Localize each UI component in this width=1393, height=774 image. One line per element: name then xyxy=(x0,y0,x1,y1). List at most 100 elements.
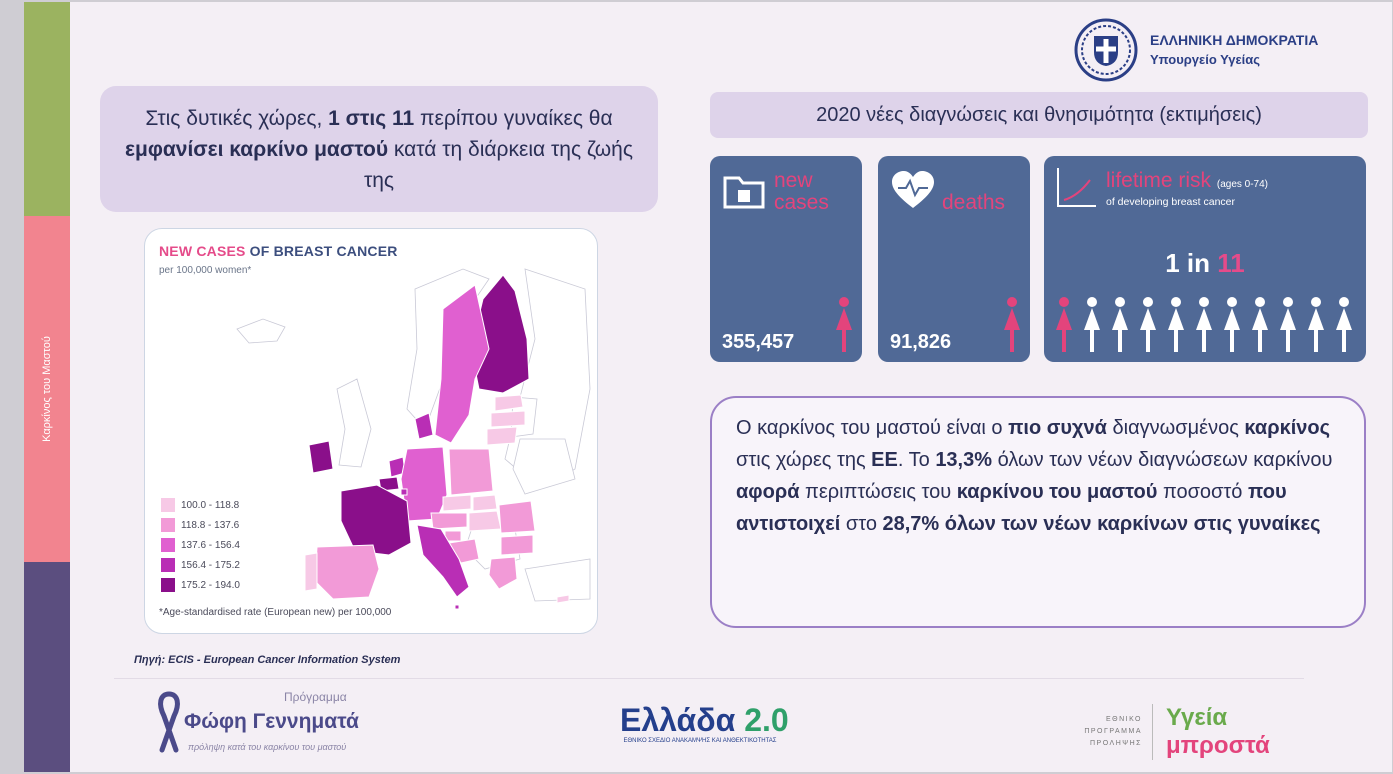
legend-item: 137.6 - 156.4 xyxy=(161,535,240,555)
legend-swatch xyxy=(161,578,175,592)
stat-card-new-cases: new cases 355,457 xyxy=(710,156,862,362)
stat-card-lifetime-risk: lifetime risk (ages 0-74) of developing … xyxy=(1044,156,1366,362)
fact-bold-4: 13,3% xyxy=(935,449,993,471)
legend-label: 100.0 - 118.8 xyxy=(181,499,240,511)
greek-emblem-icon xyxy=(1074,18,1138,82)
female-figure-icon xyxy=(1168,297,1184,352)
fact-text-5: όλων των νέων διαγνώσεων καρκίνου xyxy=(992,449,1333,471)
map-subtitle: per 100,000 women* xyxy=(159,265,252,276)
fact-text-6: περιπτώσεις του xyxy=(799,481,957,503)
fact-bold-2: καρκίνος xyxy=(1244,417,1331,439)
intro-text-2: περίπου γυναίκες θα xyxy=(414,106,613,130)
risk-ages: (ages 0-74) xyxy=(1216,179,1268,190)
female-figure-icon xyxy=(836,297,852,352)
ministry-header: ΕΛΛΗΝΙΚΗ ΔΗΜΟΚΡΑΤΙΑ Υπουργείο Υγείας xyxy=(1074,18,1318,82)
region-greece xyxy=(488,556,518,590)
region-denmark xyxy=(414,412,434,440)
fact-text-1: Ο καρκίνος του μαστού είναι ο xyxy=(736,417,1009,439)
risk-ratio-eleven: 11 xyxy=(1217,248,1245,278)
region-spain xyxy=(314,544,380,600)
europe-map xyxy=(236,268,591,610)
female-figure-icon xyxy=(1252,297,1268,352)
fact-text-3: στις χώρες της xyxy=(736,449,872,471)
prevention-program-caption: ΕΘΝΙΚΟ ΠΡΟΓΡΑΜΜΑ ΠΡΟΛΗΨΗΣ xyxy=(1064,714,1142,750)
ellada-subtitle: ΕΘΝΙΚΟ ΣΧΕΔΙΟ ΑΝΑΚΑΜΨΗΣ ΚΑΙ ΑΝΘΕΚΤΙΚΟΤΗΤ… xyxy=(623,738,777,744)
region-estonia xyxy=(494,394,524,412)
new-cases-label-1: new xyxy=(774,169,813,192)
region-ireland xyxy=(308,440,334,474)
fact-text-7: ποσοστό xyxy=(1157,481,1248,503)
region-latvia xyxy=(490,410,526,428)
program-logo: Πρόγραμμα Φώφη Γεννηματά πρόληψη κατά το… xyxy=(154,686,384,766)
fact-text-4: . Το xyxy=(897,449,936,471)
region-hungary xyxy=(468,510,502,532)
region-iceland xyxy=(236,318,286,344)
region-portugal xyxy=(304,552,318,592)
region-slovakia xyxy=(472,494,498,512)
awareness-ribbon-icon xyxy=(158,691,180,753)
heart-pulse-icon xyxy=(892,171,934,208)
side-label: Καρκίνος του Μαστού xyxy=(41,336,53,442)
stat-card-deaths: deaths 91,826 xyxy=(878,156,1030,362)
female-figure-icon xyxy=(1280,297,1296,352)
program-tagline: πρόληψη κατά του καρκίνου του μαστού xyxy=(188,742,347,752)
legend-swatch xyxy=(161,498,175,512)
logo-divider xyxy=(1152,704,1153,760)
intro-statement: Στις δυτικές χώρες, 1 στις 11 περίπου γυ… xyxy=(100,86,658,212)
region-italy xyxy=(416,524,470,598)
stats-title: 2020 νέες διαγνώσεις και θνησιμότητα (εκ… xyxy=(710,92,1368,138)
lifetime-risk-label: lifetime risk (ages 0-74) xyxy=(1106,170,1268,196)
region-sweden xyxy=(434,284,490,444)
medical-folder-icon xyxy=(723,176,765,209)
female-figure-highlight-icon xyxy=(1056,297,1072,352)
female-figure-icon xyxy=(1140,297,1156,352)
trend-chart-icon xyxy=(1057,168,1096,207)
region-ukraine xyxy=(512,438,576,495)
female-figure-icon xyxy=(1112,297,1128,352)
intro-text-3: κατά τη διάρκεια της ζωής της xyxy=(363,137,633,192)
fact-bold-3: ΕΕ xyxy=(871,449,898,471)
side-band-green xyxy=(24,2,70,216)
map-card: NEW CASES OF BREAST CANCER per 100,000 w… xyxy=(144,228,598,634)
new-cases-label-2: cases xyxy=(774,191,829,214)
brosta-text: μπροστά xyxy=(1166,732,1270,759)
female-figure-icon xyxy=(1084,297,1100,352)
deaths-value: 91,826 xyxy=(890,331,952,353)
legend-label: 118.8 - 137.6 xyxy=(181,519,240,531)
prevention-line-3: ΠΡΟΛΗΨΗΣ xyxy=(1089,740,1142,747)
region-austria xyxy=(430,512,468,530)
ministry-name: Υπουργείο Υγείας xyxy=(1150,52,1261,67)
fact-bold-1: πιο συχνά xyxy=(1008,417,1107,439)
legend-label: 156.4 - 175.2 xyxy=(181,559,240,571)
region-bulgaria xyxy=(500,534,534,556)
program-caption: Πρόγραμμα xyxy=(284,690,347,704)
map-title-highlight: NEW CASES xyxy=(159,243,246,259)
map-footnote: *Age-standardised rate (European new) pe… xyxy=(159,607,392,618)
region-lithuania xyxy=(486,426,518,446)
map-title-rest: OF BREAST CANCER xyxy=(245,243,398,259)
region-poland xyxy=(448,448,494,496)
intro-bold-1: 1 στις 11 xyxy=(328,106,415,130)
legend-item: 118.8 - 137.6 xyxy=(161,515,240,535)
region-malta xyxy=(454,604,460,610)
risk-figures xyxy=(1056,297,1352,352)
risk-subtitle: of developing breast cancer xyxy=(1106,196,1235,208)
new-cases-value: 355,457 xyxy=(722,331,795,353)
legend-swatch xyxy=(161,518,175,532)
legend-item: 175.2 - 194.0 xyxy=(161,575,240,595)
footer-divider xyxy=(114,678,1304,679)
source-note: Πηγή: ECIS - European Cancer Information… xyxy=(134,654,401,666)
deaths-label: deaths xyxy=(942,191,1006,214)
female-figure-icon xyxy=(1224,297,1240,352)
female-figure-icon xyxy=(1004,297,1020,352)
new-cases-label: new cases xyxy=(774,170,829,214)
legend-label: 175.2 - 194.0 xyxy=(181,579,240,591)
female-figure-icon xyxy=(1336,297,1352,352)
region-czechia xyxy=(442,494,472,512)
map-legend: 100.0 - 118.8 118.8 - 137.6 137.6 - 156.… xyxy=(161,495,240,595)
ygeia-brosta-logo: ΕΘΝΙΚΟ ΠΡΟΓΡΑΜΜΑ ΠΡΟΛΗΨΗΣ Υγεία μπροστά xyxy=(1064,704,1294,764)
female-figure-icon xyxy=(1308,297,1324,352)
region-france xyxy=(340,484,412,556)
legend-swatch xyxy=(161,558,175,572)
legend-item: 100.0 - 118.8 xyxy=(161,495,240,515)
